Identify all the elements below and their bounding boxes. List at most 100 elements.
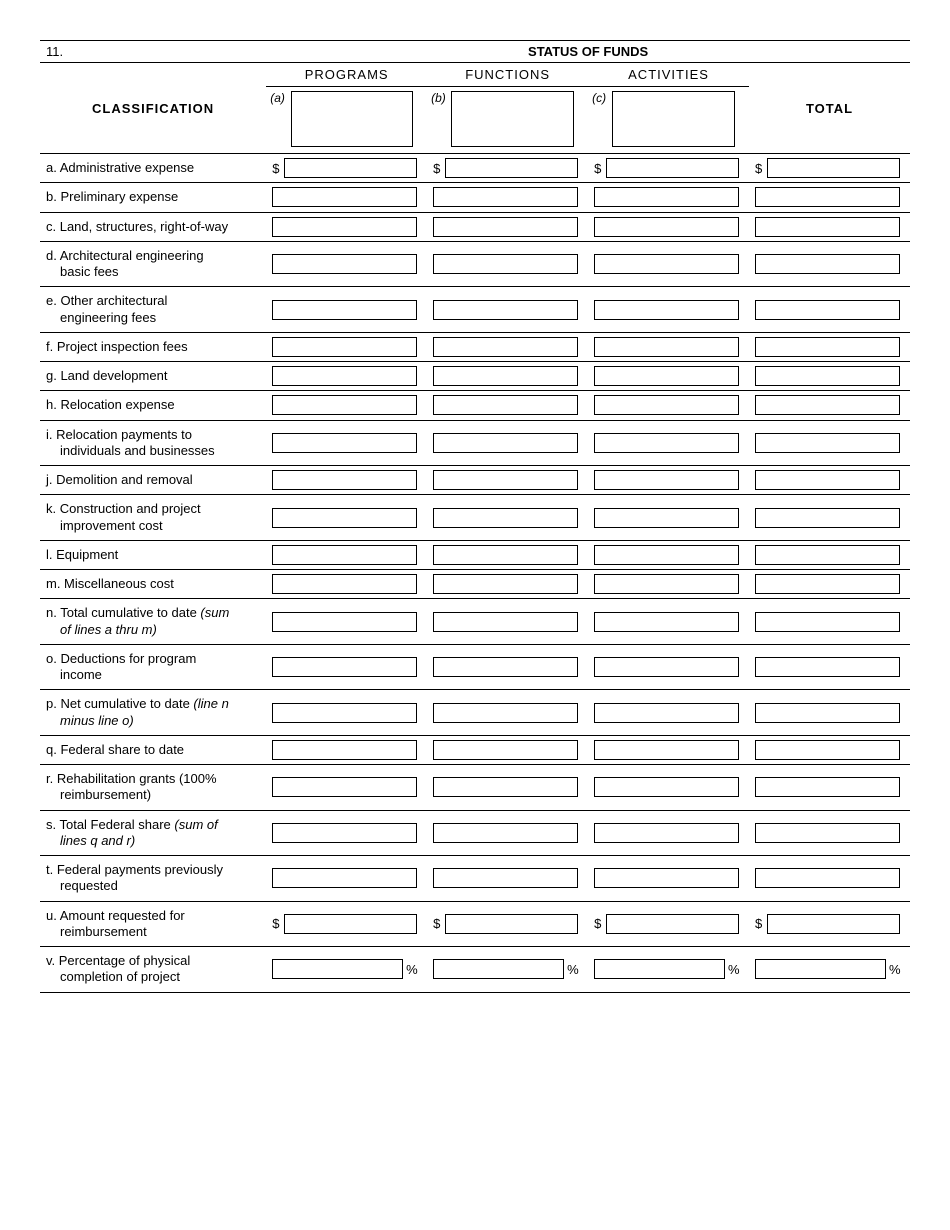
row-b-input-c[interactable] bbox=[594, 187, 739, 207]
row-h-input-a[interactable] bbox=[272, 395, 417, 415]
row-h-input-b[interactable] bbox=[433, 395, 578, 415]
col-a-label: (a) bbox=[270, 91, 285, 105]
row-e-input-total[interactable] bbox=[755, 300, 900, 320]
row-i-input-total[interactable] bbox=[755, 433, 900, 453]
row-m-input-c[interactable] bbox=[594, 574, 739, 594]
row-n-input-b[interactable] bbox=[433, 612, 578, 632]
row-g-input-c[interactable] bbox=[594, 366, 739, 386]
row-d-input-c[interactable] bbox=[594, 254, 739, 274]
row-i-input-a[interactable] bbox=[272, 433, 417, 453]
row-i-input-b[interactable] bbox=[433, 433, 578, 453]
row-k-input-c[interactable] bbox=[594, 508, 739, 528]
row-r-input-total[interactable] bbox=[755, 777, 900, 797]
row-g-input-a[interactable] bbox=[272, 366, 417, 386]
row-q-input-c[interactable] bbox=[594, 740, 739, 760]
row-t-input-b[interactable] bbox=[433, 868, 578, 888]
row-f-input-total[interactable] bbox=[755, 337, 900, 357]
row-o-input-c[interactable] bbox=[594, 657, 739, 677]
row-r-input-c[interactable] bbox=[594, 777, 739, 797]
row-s-cell-c bbox=[588, 810, 749, 856]
row-m-input-total[interactable] bbox=[755, 574, 900, 594]
row-l-input-a[interactable] bbox=[272, 545, 417, 565]
row-m-input-a[interactable] bbox=[272, 574, 417, 594]
row-d-input-b[interactable] bbox=[433, 254, 578, 274]
row-r-input-b[interactable] bbox=[433, 777, 578, 797]
row-f-input-a[interactable] bbox=[272, 337, 417, 357]
row-s-input-a[interactable] bbox=[272, 823, 417, 843]
row-u-input-b[interactable] bbox=[445, 914, 578, 934]
row-e-input-c[interactable] bbox=[594, 300, 739, 320]
row-g-input-total[interactable] bbox=[755, 366, 900, 386]
row-l-input-b[interactable] bbox=[433, 545, 578, 565]
row-k-input-b[interactable] bbox=[433, 508, 578, 528]
row-g-input-b[interactable] bbox=[433, 366, 578, 386]
row-a-input-b[interactable] bbox=[445, 158, 578, 178]
row-j-input-total[interactable] bbox=[755, 470, 900, 490]
row-b-input-b[interactable] bbox=[433, 187, 578, 207]
row-b-input-total[interactable] bbox=[755, 187, 900, 207]
row-c-input-c[interactable] bbox=[594, 217, 739, 237]
row-e-input-b[interactable] bbox=[433, 300, 578, 320]
dollar-sign: $ bbox=[594, 916, 606, 931]
row-u-label: u. Amount requested forreimbursement bbox=[40, 901, 266, 947]
row-h-input-total[interactable] bbox=[755, 395, 900, 415]
row-u-input-a[interactable] bbox=[284, 914, 417, 934]
row-j-cell-total bbox=[749, 466, 910, 495]
row-b-input-a[interactable] bbox=[272, 187, 417, 207]
row-k-input-a[interactable] bbox=[272, 508, 417, 528]
row-c-input-b[interactable] bbox=[433, 217, 578, 237]
row-t-input-total[interactable] bbox=[755, 868, 900, 888]
row-s-input-c[interactable] bbox=[594, 823, 739, 843]
row-s-input-b[interactable] bbox=[433, 823, 578, 843]
row-d-input-a[interactable] bbox=[272, 254, 417, 274]
row-r-input-a[interactable] bbox=[272, 777, 417, 797]
row-i-input-c[interactable] bbox=[594, 433, 739, 453]
row-v-input-c[interactable] bbox=[594, 959, 725, 979]
row-l-input-total[interactable] bbox=[755, 545, 900, 565]
row-n-input-total[interactable] bbox=[755, 612, 900, 632]
row-n-input-c[interactable] bbox=[594, 612, 739, 632]
row-j-input-a[interactable] bbox=[272, 470, 417, 490]
row-j-cell-a bbox=[266, 466, 427, 495]
row-v-input-b[interactable] bbox=[433, 959, 564, 979]
row-u-input-total[interactable] bbox=[767, 914, 900, 934]
row-c-input-a[interactable] bbox=[272, 217, 417, 237]
row-o-input-total[interactable] bbox=[755, 657, 900, 677]
functions-input[interactable] bbox=[451, 91, 574, 147]
programs-input[interactable] bbox=[291, 91, 414, 147]
row-t-input-a[interactable] bbox=[272, 868, 417, 888]
row-t-input-c[interactable] bbox=[594, 868, 739, 888]
row-p-input-c[interactable] bbox=[594, 703, 739, 723]
row-a-input-total[interactable] bbox=[767, 158, 900, 178]
row-l-input-c[interactable] bbox=[594, 545, 739, 565]
row-v-input-a[interactable] bbox=[272, 959, 403, 979]
row-v-input-total[interactable] bbox=[755, 959, 886, 979]
row-o-input-a[interactable] bbox=[272, 657, 417, 677]
row-q-input-a[interactable] bbox=[272, 740, 417, 760]
row-f-input-c[interactable] bbox=[594, 337, 739, 357]
row-j-input-b[interactable] bbox=[433, 470, 578, 490]
row-o-input-b[interactable] bbox=[433, 657, 578, 677]
row-q-input-b[interactable] bbox=[433, 740, 578, 760]
row-e-input-a[interactable] bbox=[272, 300, 417, 320]
row-c-input-total[interactable] bbox=[755, 217, 900, 237]
row-p-input-a[interactable] bbox=[272, 703, 417, 723]
row-g-label: g. Land development bbox=[40, 362, 266, 391]
row-f-input-b[interactable] bbox=[433, 337, 578, 357]
activities-input[interactable] bbox=[612, 91, 735, 147]
row-q-input-total[interactable] bbox=[755, 740, 900, 760]
row-h-input-c[interactable] bbox=[594, 395, 739, 415]
row-m-input-b[interactable] bbox=[433, 574, 578, 594]
row-n-input-a[interactable] bbox=[272, 612, 417, 632]
row-j-input-c[interactable] bbox=[594, 470, 739, 490]
row-p-input-total[interactable] bbox=[755, 703, 900, 723]
row-d-input-total[interactable] bbox=[755, 254, 900, 274]
row-a-input-c[interactable] bbox=[606, 158, 739, 178]
row-a-input-a[interactable] bbox=[284, 158, 417, 178]
row-p-input-b[interactable] bbox=[433, 703, 578, 723]
row-q: q. Federal share to date bbox=[40, 735, 910, 764]
row-s-input-total[interactable] bbox=[755, 823, 900, 843]
row-r-cell-b bbox=[427, 765, 588, 811]
row-k-input-total[interactable] bbox=[755, 508, 900, 528]
row-u-input-c[interactable] bbox=[606, 914, 739, 934]
